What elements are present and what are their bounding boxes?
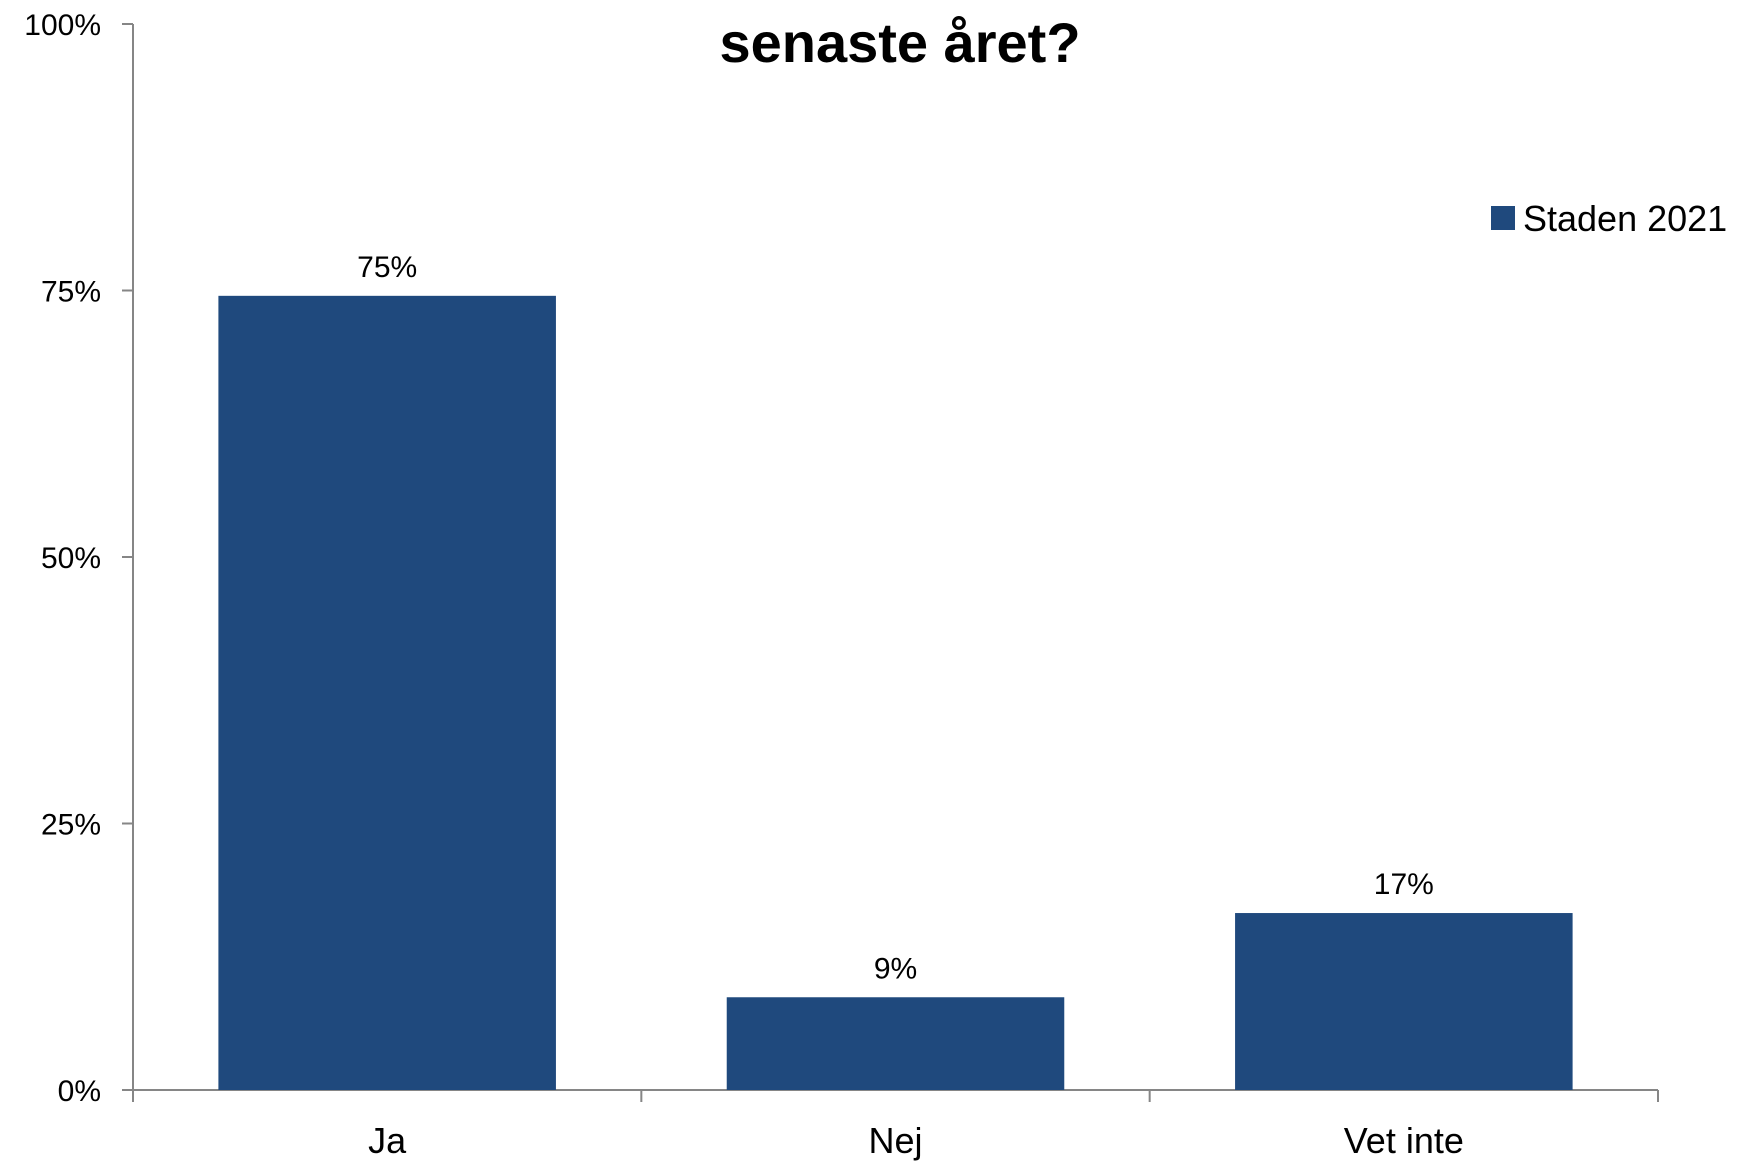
data-label: 17% (1374, 868, 1434, 901)
bar (1235, 913, 1573, 1090)
x-tick-label: Vet inte (1344, 1120, 1464, 1161)
chart-title: senaste året? (719, 11, 1080, 74)
x-axis: Ja Nej Vet inte (132, 1089, 1659, 1161)
x-tick-label: Ja (368, 1120, 407, 1161)
x-tick-label: Nej (868, 1120, 922, 1161)
data-label: 9% (874, 952, 917, 985)
legend-swatch (1491, 206, 1515, 230)
bars: 75% 9% 17% (218, 251, 1573, 1091)
y-tick-label: 100% (24, 9, 101, 42)
y-tick-label: 25% (41, 809, 101, 842)
bar (218, 295, 556, 1091)
data-label: 75% (357, 251, 417, 284)
y-axis: 0% 25% 50% 75% 100% (24, 9, 134, 1108)
legend: Staden 2021 (1491, 198, 1727, 239)
bar (726, 997, 1065, 1090)
y-tick-label: 50% (41, 542, 101, 575)
y-tick-label: 0% (58, 1075, 101, 1108)
y-tick-label: 75% (41, 276, 101, 309)
legend-label: Staden 2021 (1523, 198, 1727, 239)
